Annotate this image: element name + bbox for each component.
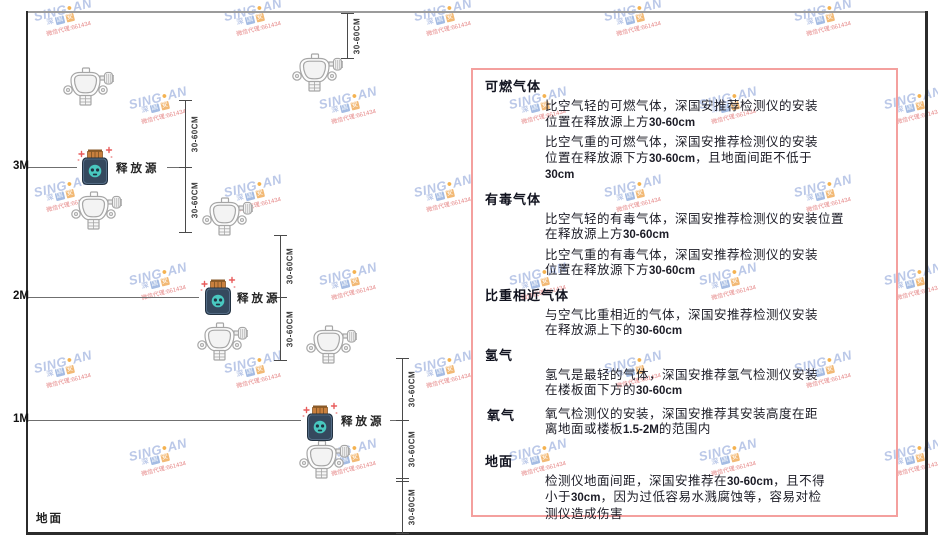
dimension-tick xyxy=(396,533,409,534)
paragraph-line: 位置在释放源下方30-60cm，且地面间距不低于 xyxy=(545,150,813,165)
paragraph-line: 小于30cm，因为过低容易水溅腐蚀等，容易对检 xyxy=(545,490,822,504)
gas-detector-icon xyxy=(201,196,254,238)
paragraph-line: 氢气是最轻的气体，深国安推荐氢气检测仪安装 xyxy=(545,367,819,382)
dimension-tick xyxy=(396,420,409,421)
panel-section: 可燃气体 比空气轻的可燃气体，深国安推荐检测仪的安装 位置在释放源上方30-60cm… xyxy=(483,78,888,184)
right-wall-line xyxy=(925,11,928,533)
height-axis-label: 2M xyxy=(13,290,29,302)
paragraph-line: 检测仪地面间距，深国安推荐在30-60cm，且不得 xyxy=(545,473,826,488)
dimension-label: 30-60CM xyxy=(190,115,200,152)
paragraph-line: 比空气重的有毒气体，深国安推荐检测仪的安装 xyxy=(545,247,819,262)
dimension-label: 30-60CM xyxy=(190,181,200,218)
paragraph-line: 比空气轻的可燃气体，深国安推荐检测仪的安装 xyxy=(545,99,819,113)
section-paragraph: 比空气重的可燃气体，深国安推荐检测仪的安装 位置在释放源下方30-60cm，且地面… xyxy=(483,135,888,184)
release-source-icon xyxy=(301,402,339,444)
dimension-tick xyxy=(179,167,192,168)
dimension-line xyxy=(347,13,348,58)
panel-section: 氢气氢气是最轻的气体，深国安推荐氢气检测仪安装 在楼板面下方的30-60cm xyxy=(483,347,888,400)
section-heading: 氧气 xyxy=(487,407,516,423)
panel-section: 比重相近气体与空气比重相近的气体，深国安推荐检测仪安装 在释放源上下的30-60c… xyxy=(483,287,888,340)
section-heading: 氢气 xyxy=(485,347,514,363)
dimension-tick xyxy=(179,232,192,233)
paragraph-line: 位置在释放源上方30-60cm xyxy=(545,114,696,129)
paragraph-line: 离地面或楼板1.5-2M的范围内 xyxy=(545,422,711,436)
section-paragraph: 与空气比重相近的气体，深国安推荐检测仪安装 在释放源上下的30-60cm xyxy=(483,308,888,340)
paragraph-line: 在释放源上方30-60cm xyxy=(545,227,670,241)
section-paragraph: 比空气重的有毒气体，深国安推荐检测仪的安装 位置在释放源下方30-60cm xyxy=(483,248,888,280)
dimension-tick xyxy=(341,58,354,59)
ceiling-line xyxy=(27,11,927,13)
release-source-label: 释放源 xyxy=(116,163,160,175)
guideline-panel: 可燃气体 比空气轻的可燃气体，深国安推荐检测仪的安装 位置在释放源上方30-60cm… xyxy=(471,68,898,521)
height-axis-label: 1M xyxy=(13,413,29,425)
dimension-line xyxy=(402,358,403,533)
gas-detector-icon xyxy=(305,324,358,366)
release-source-label: 释放源 xyxy=(237,293,281,305)
section-heading: 比重相近气体 xyxy=(485,287,570,303)
dimension-label: 30-60CM xyxy=(352,17,362,54)
release-source-label: 释放源 xyxy=(341,416,385,428)
section-heading: 地面 xyxy=(485,453,514,469)
section-heading: 有毒气体 xyxy=(485,191,542,207)
panel-section: 有毒气体 比空气轻的有毒气体，深国安推荐检测仪的安装位置 在释放源上方30-60cm… xyxy=(483,191,888,280)
paragraph-line: 氧气检测仪的安装，深国安推荐其安装高度在距 xyxy=(545,406,819,421)
gas-detector-icon xyxy=(196,321,249,363)
dimension-tick xyxy=(179,100,192,101)
section-heading: 可燃气体 xyxy=(485,79,542,94)
paragraph-line: 比空气轻的有毒气体，深国安推荐检测仪的安装位置 xyxy=(545,211,845,226)
reference-line xyxy=(28,167,77,168)
paragraph-line: 位置在释放源下方30-60cm xyxy=(545,263,696,277)
paragraph-line: 测仪造成伤害 xyxy=(545,506,624,521)
left-wall-line xyxy=(26,11,28,533)
dimension-tick xyxy=(396,358,409,359)
release-source-icon xyxy=(76,146,114,188)
paragraph-line: 30cm xyxy=(545,169,575,181)
dimension-tick xyxy=(274,360,287,361)
panel-section: 氧气 氧气检测仪的安装，深国安推荐其安装高度在距 离地面或楼板1.5-2M的范围内 xyxy=(483,407,888,439)
dimension-tick xyxy=(396,478,409,479)
dimension-tick xyxy=(274,297,287,298)
floor-line xyxy=(26,532,928,535)
height-axis-label: 3M xyxy=(13,160,29,172)
paragraph-line: 比空气重的可燃气体，深国安推荐检测仪的安装 xyxy=(545,135,819,149)
dimension-label: 30-60CM xyxy=(407,488,417,526)
paragraph-line: 在释放源上下的30-60cm xyxy=(545,323,683,337)
dimension-label: 30-60CM xyxy=(285,310,295,347)
reference-line xyxy=(28,420,301,421)
reference-line xyxy=(167,167,185,168)
section-paragraph: 氧气检测仪的安装，深国安推荐其安装高度在距 离地面或楼板1.5-2M的范围内 xyxy=(483,407,888,439)
dimension-label: 30-60CM xyxy=(285,247,295,285)
gas-detector-icon xyxy=(62,66,115,108)
section-paragraph: 比空气轻的有毒气体，深国安推荐检测仪的安装位置 在释放源上方30-60cm xyxy=(483,212,888,244)
release-source-icon xyxy=(199,276,237,318)
panel-section: 地面检测仪地面间距，深国安推荐在30-60cm，且不得 小于30cm，因为过低容易… xyxy=(483,453,888,523)
dimension-label: 30-60CM xyxy=(407,370,417,408)
section-paragraph: 比空气轻的可燃气体，深国安推荐检测仪的安装 位置在释放源上方30-60cm xyxy=(483,99,888,131)
section-paragraph: 检测仪地面间距，深国安推荐在30-60cm，且不得 小于30cm，因为过低容易水溅… xyxy=(483,474,888,523)
section-paragraph: 氢气是最轻的气体，深国安推荐氢气检测仪安装 在楼板面下方的30-60cm xyxy=(483,368,888,400)
dimension-tick xyxy=(396,481,409,482)
dimension-line xyxy=(185,100,186,232)
paragraph-line: 与空气比重相近的气体，深国安推荐检测仪安装 xyxy=(545,307,819,322)
reference-line xyxy=(28,297,199,298)
gas-detector-icon xyxy=(298,439,351,481)
dimension-tick xyxy=(341,13,354,14)
gas-detector-icon xyxy=(70,190,123,232)
gas-detector-icon xyxy=(291,52,344,94)
dimension-tick xyxy=(274,235,287,236)
dimension-label: 30-60CM xyxy=(407,430,417,468)
paragraph-line: 在楼板面下方的30-60cm xyxy=(545,383,683,397)
floor-label: 地面 xyxy=(36,513,63,525)
